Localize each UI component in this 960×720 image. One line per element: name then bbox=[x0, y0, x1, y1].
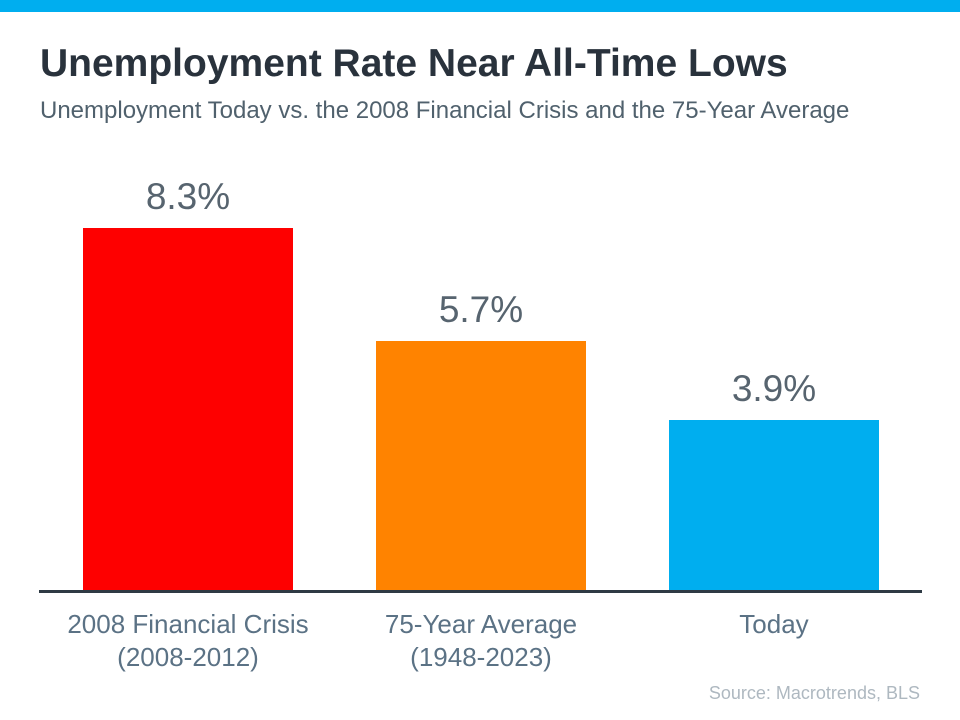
x-axis-label-0: 2008 Financial Crisis (2008-2012) bbox=[38, 608, 338, 674]
bar-1 bbox=[376, 341, 586, 590]
page-subtitle: Unemployment Today vs. the 2008 Financia… bbox=[40, 97, 850, 124]
bar-value-label-0: 8.3% bbox=[145, 176, 231, 217]
x-axis-label-1: 75-Year Average (1948-2023) bbox=[331, 608, 631, 674]
x-axis-label-line: 75-Year Average bbox=[384, 609, 578, 639]
x-axis-label-line: 2008 Financial Crisis bbox=[67, 609, 309, 639]
bar-2 bbox=[669, 420, 879, 590]
bar-value-label-1: 5.7% bbox=[438, 289, 524, 330]
x-axis-label-line: (1948-2023) bbox=[410, 642, 552, 672]
bar-value-label-2: 3.9% bbox=[731, 368, 817, 409]
bar-0 bbox=[83, 228, 293, 590]
x-axis-labels-row: 2008 Financial Crisis (2008-2012) 75-Year … bbox=[39, 608, 922, 678]
x-axis-label-2: Today bbox=[624, 608, 924, 641]
source-credit: Source: Macrotrends, BLS bbox=[708, 683, 920, 703]
plot-area: 8.3% 5.7% 3.9% bbox=[39, 150, 922, 590]
x-axis-label-line: Today bbox=[739, 609, 809, 639]
x-axis-line bbox=[39, 590, 922, 593]
x-axis-label-line: (2008-2012) bbox=[117, 642, 259, 672]
top-accent-bar bbox=[0, 0, 960, 12]
page-title: Unemployment Rate Near All-Time Lows bbox=[40, 42, 788, 85]
